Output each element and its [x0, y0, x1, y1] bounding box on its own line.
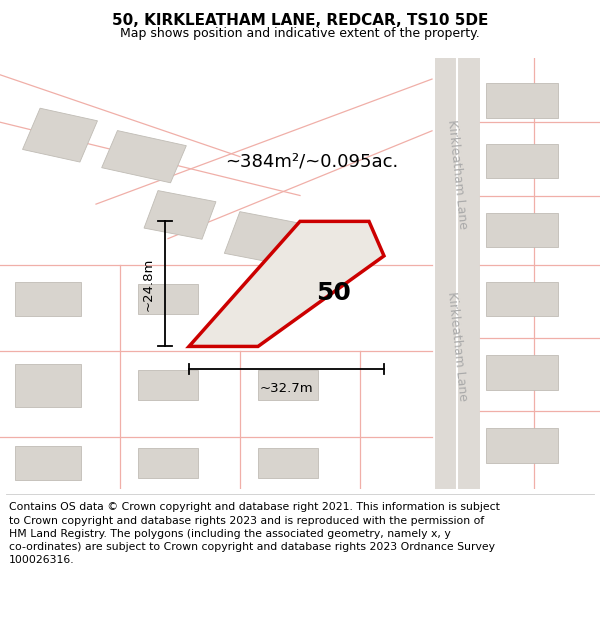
Text: 50: 50 — [316, 281, 350, 304]
Bar — [144, 191, 216, 239]
Bar — [138, 448, 198, 478]
Text: ~24.8m: ~24.8m — [141, 258, 154, 311]
Bar — [138, 370, 198, 401]
Bar — [486, 83, 558, 118]
Text: Contains OS data © Crown copyright and database right 2021. This information is : Contains OS data © Crown copyright and d… — [9, 503, 500, 565]
Bar — [486, 282, 558, 316]
Text: 50, KIRKLEATHAM LANE, REDCAR, TS10 5DE: 50, KIRKLEATHAM LANE, REDCAR, TS10 5DE — [112, 12, 488, 28]
Bar — [486, 355, 558, 389]
Bar — [486, 213, 558, 248]
Polygon shape — [435, 58, 480, 489]
Bar — [486, 144, 558, 178]
Bar — [15, 446, 81, 480]
Text: Map shows position and indicative extent of the property.: Map shows position and indicative extent… — [120, 28, 480, 40]
Bar — [224, 212, 304, 266]
Polygon shape — [189, 221, 384, 346]
Bar — [15, 364, 81, 407]
Bar — [138, 284, 198, 314]
Bar — [15, 282, 81, 316]
Bar — [486, 428, 558, 463]
Text: Kirkleatham Lane: Kirkleatham Lane — [445, 119, 469, 229]
Text: ~384m²/~0.095ac.: ~384m²/~0.095ac. — [226, 152, 398, 170]
Bar — [258, 370, 318, 401]
Bar — [23, 108, 97, 162]
Bar — [101, 131, 187, 182]
Text: ~32.7m: ~32.7m — [260, 382, 313, 395]
Text: Kirkleatham Lane: Kirkleatham Lane — [445, 291, 469, 402]
Bar — [258, 448, 318, 478]
